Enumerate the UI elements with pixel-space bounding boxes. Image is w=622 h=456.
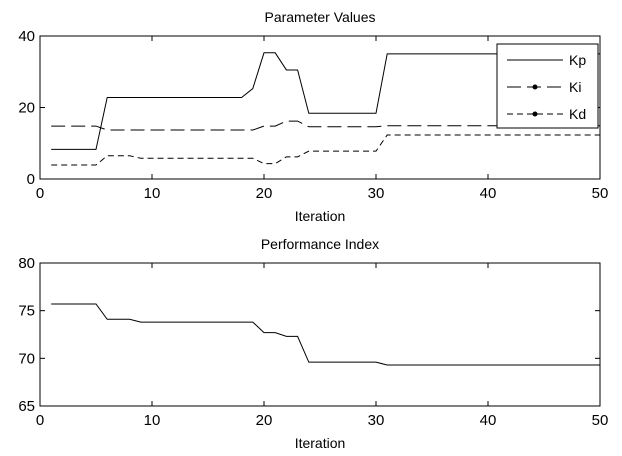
series-layer (51, 52, 600, 166)
x-tick-label: 0 (36, 185, 44, 202)
plot-area (39, 262, 601, 407)
x-tick-label: 20 (256, 185, 273, 202)
x-tick-label: 20 (256, 412, 273, 429)
legend-label-ki: Ki (569, 79, 581, 95)
x-tick-label: 40 (480, 185, 497, 202)
y-tick-label: 80 (18, 255, 35, 272)
x-axis-label: Iteration (295, 435, 346, 451)
x-tick-label: 0 (36, 412, 44, 429)
x-tick-label: 40 (480, 412, 497, 429)
x-tick-label: 10 (144, 185, 161, 202)
performance-index-chart: Performance Index 0 10 20 30 40 50 65 70 75 80 It… (18, 236, 608, 451)
x-tick-label: 10 (144, 412, 161, 429)
y-tick-label: 65 (18, 398, 35, 415)
x-tick-label: 50 (592, 185, 609, 202)
parameter-values-chart: Parameter Values 0 10 20 30 40 50 0 20 40 Iterat… (18, 9, 608, 224)
y-tick-label: 70 (18, 350, 35, 367)
series-line-ki (51, 120, 600, 131)
series-line-kp (51, 52, 600, 150)
chart-title: Parameter Values (264, 9, 375, 25)
y-tick-label: 0 (27, 171, 35, 188)
series-line-performance-index (51, 303, 600, 366)
legend-label-kp: Kp (569, 52, 586, 68)
series-layer (51, 303, 600, 366)
legend-marker-kd (532, 111, 538, 117)
x-tick-label: 30 (368, 412, 385, 429)
legend: Kp Ki Kd (496, 43, 599, 129)
legend-marker-ki (532, 84, 538, 90)
series-line-kd (51, 134, 600, 166)
x-tick-label: 50 (592, 412, 609, 429)
tick-layer: 0 10 20 30 40 50 0 20 40 (18, 28, 608, 202)
y-tick-label: 40 (18, 28, 35, 45)
legend-label-kd: Kd (569, 106, 586, 122)
chart-title: Performance Index (261, 236, 379, 252)
x-axis-label: Iteration (295, 208, 346, 224)
y-tick-label: 20 (18, 100, 35, 117)
y-tick-label: 75 (18, 303, 35, 320)
x-tick-label: 30 (368, 185, 385, 202)
tick-layer: 0 10 20 30 40 50 65 70 75 80 (18, 255, 608, 429)
